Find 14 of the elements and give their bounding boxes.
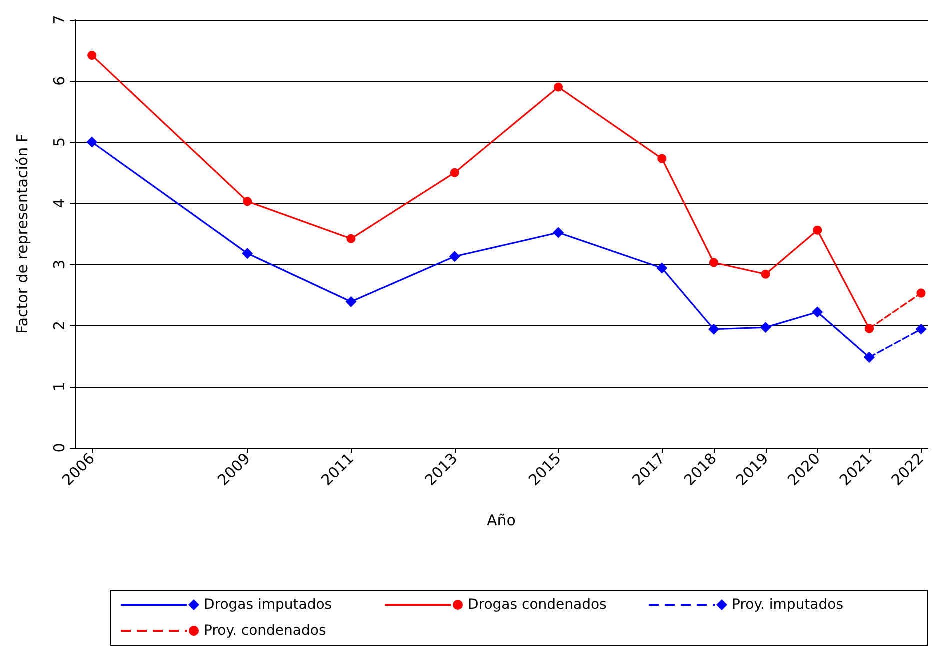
y-tick-label: 1 <box>50 382 68 392</box>
y-tick-label: 6 <box>50 76 68 86</box>
legend-label: Drogas imputados <box>204 597 332 613</box>
y-tick-label: 7 <box>50 15 68 25</box>
legend-label: Proy. condenados <box>204 623 326 639</box>
y-tick-label: 2 <box>50 320 68 330</box>
legend-label: Drogas condenados <box>468 597 607 613</box>
y-tick-label: 3 <box>50 260 68 270</box>
y-tick-label: 0 <box>50 443 68 453</box>
y-tick-label: 4 <box>50 198 68 208</box>
y-axis-title: Factor de representación F <box>14 134 32 334</box>
legend-label: Proy. imputados <box>732 597 844 613</box>
y-tick-label: 5 <box>50 138 68 148</box>
x-axis-title: Año <box>487 512 516 530</box>
